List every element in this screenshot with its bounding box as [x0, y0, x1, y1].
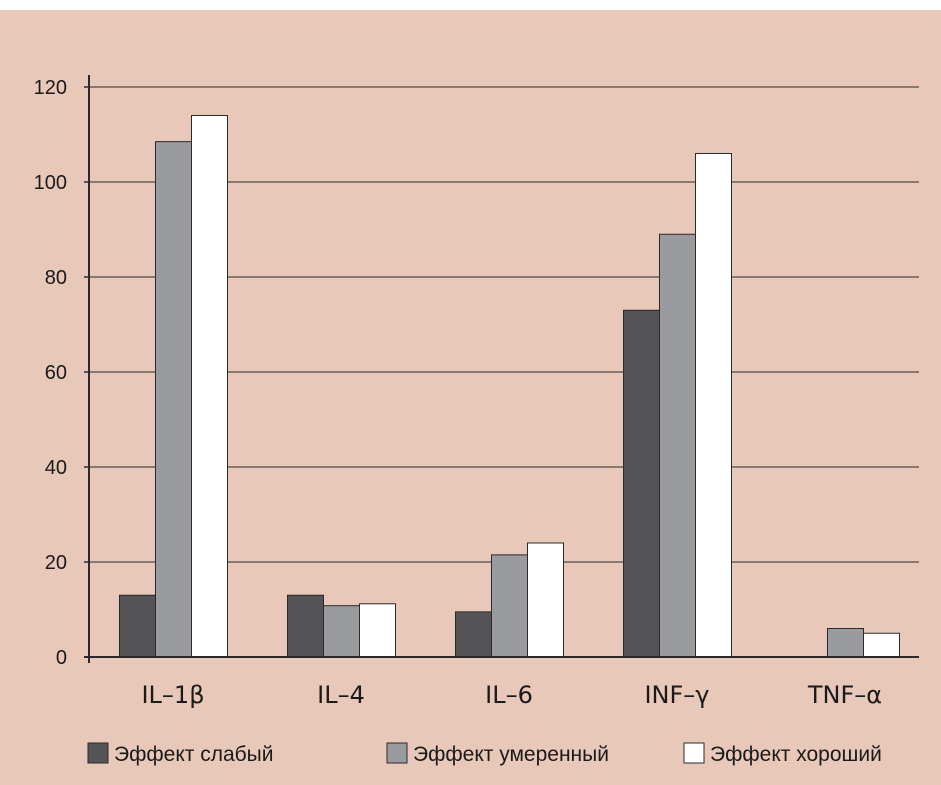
bar [455, 611, 492, 658]
y-tick-label: 20 [45, 552, 67, 574]
bar [659, 233, 696, 658]
x-category-label: TNF–α [807, 681, 882, 709]
top-border [0, 0, 941, 10]
y-tick-label: 80 [45, 267, 67, 289]
x-category-label: IL–1β [141, 681, 204, 709]
bar [863, 632, 900, 658]
bar [695, 153, 732, 658]
y-tick-label: 0 [56, 647, 67, 669]
bar [191, 115, 228, 658]
y-tick-label: 100 [34, 172, 67, 194]
legend-swatch [87, 742, 109, 764]
bar [359, 603, 396, 658]
x-category-label: IL–4 [317, 681, 365, 709]
bar [287, 594, 324, 658]
bar [827, 628, 864, 658]
bar [323, 605, 360, 658]
legend-swatch [386, 742, 408, 764]
bar [155, 141, 192, 658]
legend-label: Эффект слабый [114, 743, 274, 766]
y-tick-label: 60 [45, 362, 67, 384]
bar [491, 554, 528, 658]
y-tick-label: 40 [45, 457, 67, 479]
legend-label: Эффект хороший [710, 743, 882, 766]
bar [623, 309, 660, 658]
y-tick-label: 120 [34, 77, 67, 99]
x-category-label: IL–6 [485, 681, 533, 709]
bar [527, 542, 564, 658]
legend-swatch [683, 742, 705, 764]
bar [119, 594, 156, 658]
legend-label: Эффект умеренный [413, 743, 609, 766]
x-category-label: INF–γ [644, 681, 709, 709]
